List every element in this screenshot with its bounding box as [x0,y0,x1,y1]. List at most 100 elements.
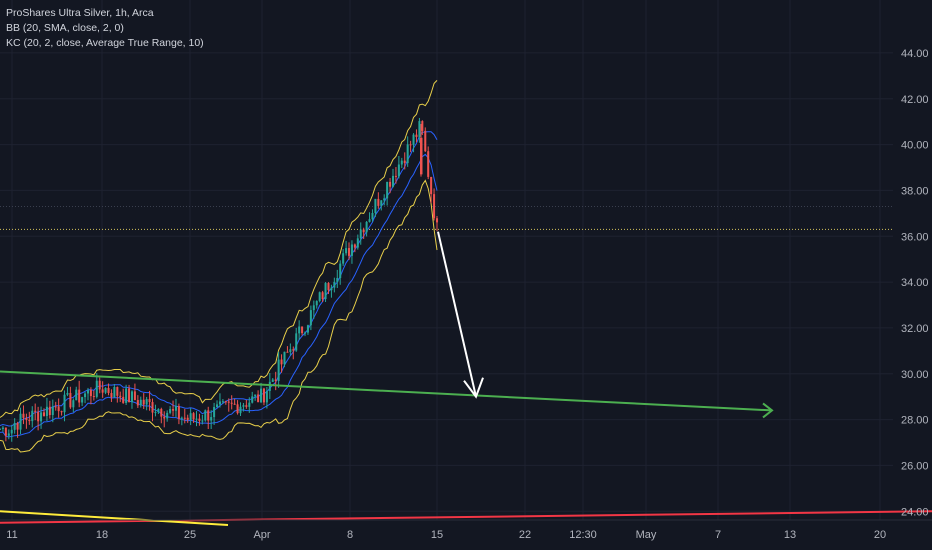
candle-body [333,281,336,288]
green-support-line[interactable] [0,370,773,412]
candle-body [163,416,166,419]
candle-body [189,413,192,420]
candle-body [345,248,348,254]
candle-body [224,401,227,403]
candle-body [42,412,46,416]
candle-body [306,325,309,333]
x-tick-label: 25 [184,529,196,541]
candle-body [78,389,81,403]
candle-body [260,388,263,403]
candle-body [51,406,54,416]
candle-body [98,380,101,390]
legend-kc[interactable]: KC (20, 2, close, Average True Range, 10… [6,37,204,49]
candles [0,117,439,442]
candle-body [0,428,2,430]
candle-body [136,400,139,406]
y-tick-label: 24.00 [901,506,929,518]
candle-body [312,305,315,311]
candle-body [63,394,66,413]
candle-body [169,409,172,413]
projection-arrow[interactable] [437,231,477,397]
candle-body [22,413,25,418]
candle-body [309,310,312,326]
candle-body [242,405,245,407]
candle-body [315,301,318,306]
candle-body [403,160,406,164]
y-tick-label: 36.00 [901,231,929,243]
x-tick-label: 20 [874,529,886,541]
candle-body [304,332,307,334]
candle-body [107,387,110,393]
candle-body [183,417,186,419]
candle-body [391,175,395,187]
candle-body [295,333,298,351]
candle-body [13,422,16,430]
candle-body [216,404,219,408]
y-tick-label: 28.00 [901,415,929,427]
candle-body [48,406,51,416]
candle-body [415,134,418,137]
candle-body [133,391,136,401]
x-axis: 11 18 25 Apr 8 15 22 12:30 May 7 13 20 [0,519,932,541]
candle-body [383,198,386,201]
candle-body [122,396,125,403]
y-axis: 24.00 26.00 28.00 30.00 32.00 34.00 36.00 38.00… [901,48,929,518]
x-tick-label: 18 [96,529,108,541]
candle-body [204,410,207,421]
candle-body [318,292,321,302]
y-tick-label: 34.00 [901,277,929,289]
candle-body [218,401,221,405]
candle-body [19,413,22,430]
drawings[interactable] [0,231,932,526]
candle-body [251,396,254,403]
candle-body [192,413,195,420]
candle-body [110,392,113,398]
candle-body [268,381,271,391]
legend: ProShares Ultra Silver, 1h, Arca BB (20,… [6,6,204,51]
green-arrowhead[interactable] [762,402,774,419]
legend-title[interactable]: ProShares Ultra Silver, 1h, Arca [6,7,154,19]
legend-bb[interactable]: BB (20, SMA, close, 2, 0) [6,22,124,34]
candle-body [386,181,389,199]
keltner-lower [0,153,438,438]
y-tick-label: 40.00 [901,140,929,152]
y-tick-label: 26.00 [901,460,929,472]
candle-body [154,412,157,414]
candle-body [418,121,421,137]
candle-body [339,263,342,279]
candle-body [130,391,133,403]
projection-arrowhead[interactable] [463,377,484,399]
candle-body [380,200,383,206]
candle-body [142,399,145,405]
candle-body [60,411,63,413]
candle-body [420,137,423,175]
candle-body [113,387,116,398]
candle-body [359,229,362,239]
x-tick-label: 15 [431,529,443,541]
candle-body [86,390,90,394]
y-tick-label: 42.00 [901,94,929,106]
candle-body [1,427,4,429]
candle-body [280,359,283,365]
x-tick-label: 22 [519,529,531,541]
candle-body [119,395,122,397]
candle-body [221,401,224,403]
x-tick-label: 11 [6,529,17,541]
yellow-trend-line[interactable] [0,510,229,526]
x-tick-label: 13 [784,529,796,541]
candle-body [265,390,268,403]
candle-body [289,349,292,353]
candle-body [101,389,104,393]
y-tick-label: 38.00 [901,185,929,197]
candle-body [239,406,242,414]
candle-body [274,379,277,382]
candle-body [394,175,397,177]
candle-body [336,278,339,282]
candle-body [148,399,151,403]
candle-body [28,419,31,422]
candle-body [210,417,213,421]
candle-body [195,418,198,420]
candle-body [262,388,265,403]
